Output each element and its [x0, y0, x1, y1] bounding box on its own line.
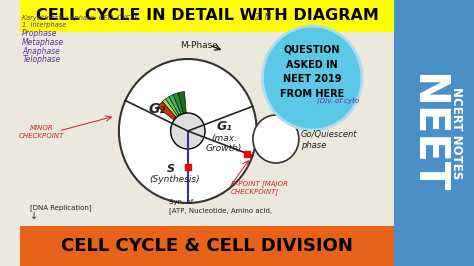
- Text: Karyokinesis : 4phase  CELL CYCLE: Karyokinesis : 4phase CELL CYCLE: [22, 15, 138, 21]
- Wedge shape: [173, 93, 188, 131]
- FancyBboxPatch shape: [20, 0, 474, 32]
- Text: G₁: G₁: [216, 119, 232, 132]
- Text: G₂: G₂: [148, 102, 166, 116]
- Circle shape: [119, 59, 257, 203]
- Text: Anaphase: Anaphase: [22, 47, 60, 56]
- Text: [DNA Replication]: [DNA Replication]: [30, 205, 91, 211]
- Circle shape: [263, 26, 362, 130]
- Text: (Synthesis): (Synthesis): [149, 174, 200, 184]
- Text: M-Phase: M-Phase: [181, 40, 218, 49]
- Text: 1. Interphase: 1. Interphase: [22, 22, 67, 28]
- Text: Growth): Growth): [206, 143, 242, 152]
- Text: Go/Quiescent: Go/Quiescent: [301, 130, 357, 139]
- Text: CHECKPOINT]: CHECKPOINT]: [231, 189, 279, 195]
- FancyBboxPatch shape: [393, 0, 474, 266]
- Text: Syn. of: Syn. of: [169, 199, 193, 205]
- Text: [ATP, Nucleotide, Amino acid,: [ATP, Nucleotide, Amino acid,: [169, 208, 272, 214]
- Text: 2. M: 2. M: [255, 14, 271, 23]
- Wedge shape: [169, 94, 188, 131]
- Text: phase: phase: [301, 142, 326, 151]
- Text: S: S: [166, 164, 174, 174]
- FancyBboxPatch shape: [20, 226, 474, 266]
- Text: Prophase: Prophase: [22, 30, 58, 39]
- Text: MINOR: MINOR: [29, 125, 53, 131]
- Text: ↓: ↓: [30, 211, 38, 221]
- Text: (max.: (max.: [211, 135, 237, 143]
- Text: NCERT NOTES: NCERT NOTES: [450, 87, 463, 179]
- Text: Metaphase: Metaphase: [22, 38, 64, 47]
- Text: CHECKPOINT: CHECKPOINT: [18, 133, 64, 139]
- Text: (Div. of cyto: (Div. of cyto: [317, 98, 359, 104]
- Text: CELL CYCLE IN DETAIL WITH DIAGRAM: CELL CYCLE IN DETAIL WITH DIAGRAM: [36, 9, 378, 23]
- Circle shape: [253, 115, 299, 163]
- Text: Telophase: Telophase: [22, 55, 61, 64]
- Wedge shape: [157, 102, 188, 131]
- Circle shape: [171, 113, 205, 149]
- Text: CELL CYCLE & CELL DIVISION: CELL CYCLE & CELL DIVISION: [61, 237, 353, 255]
- FancyBboxPatch shape: [20, 32, 393, 226]
- Wedge shape: [163, 99, 188, 131]
- Wedge shape: [165, 97, 188, 131]
- Text: QUESTION
ASKED IN
NEET 2019
FROM HERE: QUESTION ASKED IN NEET 2019 FROM HERE: [280, 45, 345, 99]
- Text: NEET: NEET: [406, 73, 448, 193]
- Wedge shape: [178, 92, 188, 131]
- Text: R-POINT [MAJOR: R-POINT [MAJOR: [231, 181, 288, 187]
